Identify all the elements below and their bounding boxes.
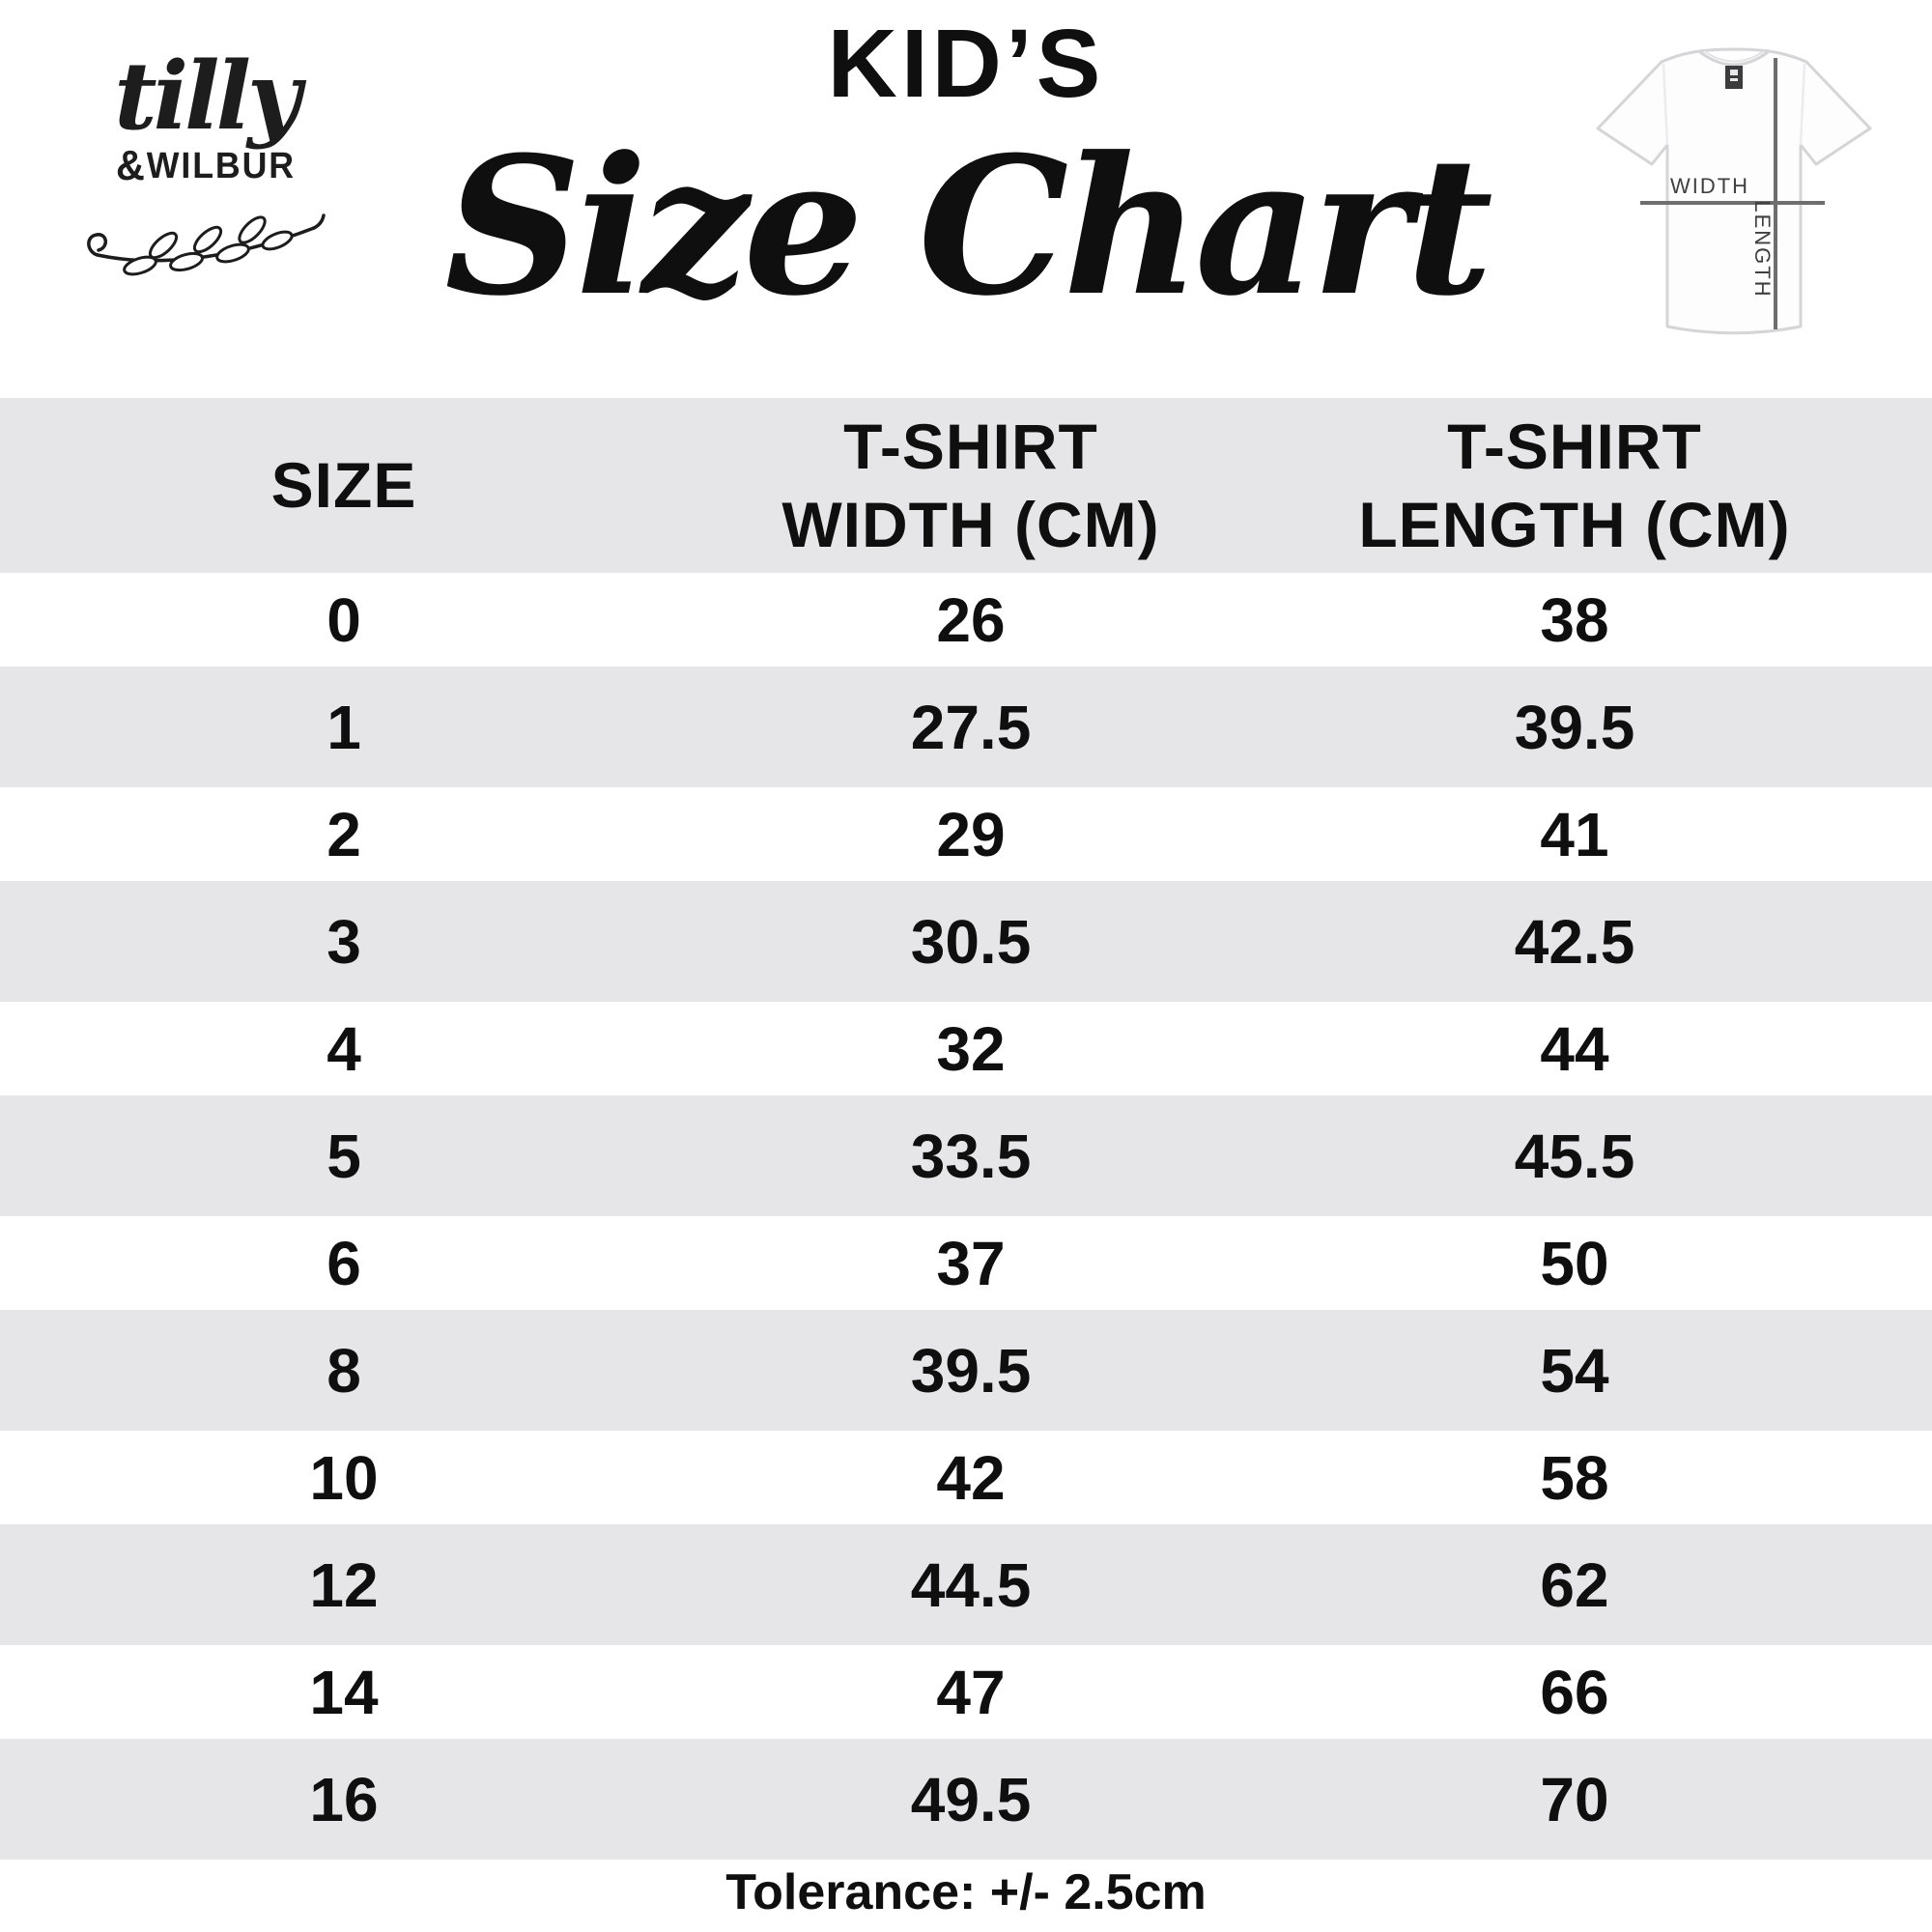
cell-width: 44.5 [910, 1549, 1032, 1620]
column-header-length-line1: T-SHIRT [1447, 410, 1702, 482]
table-header-row: SIZE T-SHIRT WIDTH (CM) T-SHIRT LENGTH (… [0, 398, 1932, 573]
table-row-size-6: 6 37 50 [0, 1216, 1932, 1310]
brand-caps-text: WILBUR [146, 146, 296, 186]
cell-length: 44 [1540, 1013, 1609, 1084]
table-row-size-1: 1 27.5 39.5 [0, 667, 1932, 787]
tshirt-neck-label [1725, 66, 1743, 89]
cell-width: 47 [936, 1657, 1006, 1727]
tolerance-note: Tolerance: +/- 2.5cm [725, 1864, 1207, 1920]
cell-width: 33.5 [910, 1121, 1032, 1191]
cell-length: 41 [1540, 799, 1609, 869]
cell-length: 70 [1540, 1764, 1609, 1834]
brand-name-script: tilly [114, 42, 301, 151]
table-body: 0 26 38 1 27.5 39.5 2 29 41 3 30.5 42.5 … [0, 573, 1932, 1860]
page-title: Size Chart [444, 116, 1493, 338]
column-header-width-line1: T-SHIRT [843, 410, 1098, 482]
cell-width: 29 [936, 799, 1006, 869]
column-header-size: SIZE [270, 449, 417, 522]
cell-width: 49.5 [910, 1764, 1032, 1834]
cell-size: 2 [327, 799, 361, 869]
column-header-length-line2: LENGTH (CM) [1358, 488, 1791, 560]
table-row-size-14: 14 47 66 [0, 1645, 1932, 1739]
tshirt-measurement-figure: WIDTH LENGTH [1568, 39, 1901, 357]
table-row-size-2: 2 29 41 [0, 787, 1932, 881]
title-kicker: KID’S [827, 10, 1105, 118]
cell-width: 30.5 [910, 906, 1032, 977]
cell-length: 45.5 [1514, 1121, 1635, 1191]
table-row-size-3: 3 30.5 42.5 [0, 881, 1932, 1002]
cell-width: 37 [936, 1228, 1006, 1298]
table-row-size-0: 0 26 38 [0, 573, 1932, 667]
table-row-size-10: 10 42 58 [0, 1431, 1932, 1524]
cell-size: 12 [309, 1549, 379, 1620]
tshirt-collar [1699, 50, 1769, 67]
cell-size: 8 [327, 1335, 361, 1406]
tshirt-diagram-icon: WIDTH LENGTH [1596, 47, 1872, 335]
table-row-size-4: 4 32 44 [0, 1002, 1932, 1095]
cell-size: 16 [309, 1764, 379, 1834]
column-header-width-line2: WIDTH (CM) [781, 488, 1160, 560]
table-row-size-12: 12 44.5 62 [0, 1524, 1932, 1645]
cell-length: 50 [1540, 1228, 1609, 1298]
width-label: WIDTH [1670, 174, 1749, 198]
cell-width: 42 [936, 1442, 1006, 1513]
column-header-width: T-SHIRT WIDTH (CM) [688, 408, 1254, 563]
cell-length: 54 [1540, 1335, 1609, 1406]
brand-ampersand: & [116, 142, 147, 189]
table-row-size-5: 5 33.5 45.5 [0, 1095, 1932, 1216]
cell-width: 39.5 [910, 1335, 1032, 1406]
cell-size: 0 [327, 584, 361, 655]
cell-size: 6 [327, 1228, 361, 1298]
cell-size: 4 [327, 1013, 361, 1084]
length-label: LENGTH [1750, 200, 1775, 298]
cell-length: 38 [1540, 584, 1609, 655]
cell-length: 39.5 [1514, 692, 1635, 762]
cell-size: 10 [309, 1442, 379, 1513]
cell-width: 26 [936, 584, 1006, 655]
cell-length: 66 [1540, 1657, 1609, 1727]
cell-size: 5 [327, 1121, 361, 1191]
brand-name-caps: &WILBUR [83, 145, 328, 187]
cell-length: 62 [1540, 1549, 1609, 1620]
cell-size: 14 [309, 1657, 379, 1727]
cell-width: 27.5 [910, 692, 1032, 762]
cell-size: 1 [327, 692, 361, 762]
column-header-length: T-SHIRT LENGTH (CM) [1254, 408, 1895, 563]
size-table: SIZE T-SHIRT WIDTH (CM) T-SHIRT LENGTH (… [0, 398, 1932, 1860]
laurel-branch-icon [75, 191, 336, 285]
table-row-size-16: 16 49.5 70 [0, 1739, 1932, 1860]
table-row-size-8: 8 39.5 54 [0, 1310, 1932, 1431]
brand-logo: tilly &WILBUR [75, 50, 336, 285]
cell-length: 42.5 [1514, 906, 1635, 977]
cell-length: 58 [1540, 1442, 1609, 1513]
cell-size: 3 [327, 906, 361, 977]
cell-width: 32 [936, 1013, 1006, 1084]
